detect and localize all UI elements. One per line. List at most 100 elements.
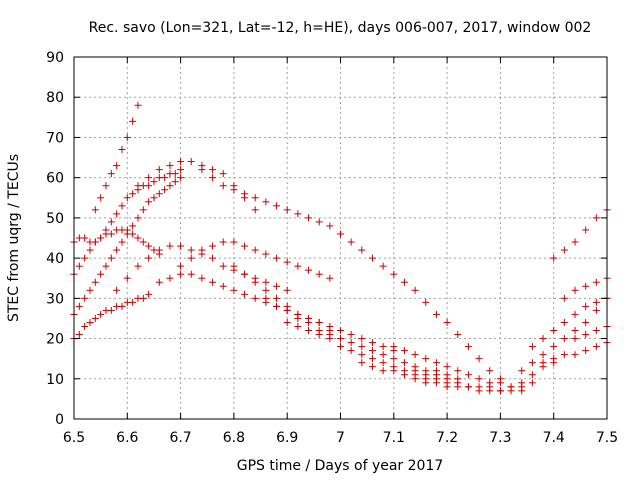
data-point-arc13 [379, 359, 387, 367]
data-point-arc5 [129, 117, 137, 125]
data-point-arc11 [241, 270, 249, 278]
axis-ticks [73, 56, 608, 420]
y-tick-label: 80 [46, 90, 64, 106]
data-point-arc7 [177, 158, 185, 166]
data-point-arc7 [219, 170, 227, 178]
data-point-arc7 [166, 162, 174, 170]
data-point-arc15 [368, 363, 376, 371]
x-tick-label: 7.1 [383, 430, 405, 446]
data-point-arc18 [592, 306, 600, 314]
data-point-arc5 [134, 101, 142, 109]
y-tick-label: 10 [46, 372, 64, 388]
data-point-arc4 [129, 230, 137, 238]
data-point-arc18 [550, 343, 558, 351]
data-point-arc16 [475, 375, 483, 383]
data-point-arc11 [358, 335, 366, 343]
data-point-arc6 [283, 286, 291, 294]
x-tick-label: 6.6 [116, 430, 138, 446]
data-point-arc23 [571, 335, 579, 343]
data-point-arc4 [134, 234, 142, 242]
data-point-arc5 [118, 146, 126, 154]
data-point-arc7 [187, 158, 195, 166]
data-point-arc4 [97, 234, 105, 242]
data-point-arc11 [368, 339, 376, 347]
data-point-arc6 [262, 278, 270, 286]
data-point-arc9 [219, 238, 227, 246]
data-point-arc2 [75, 302, 83, 310]
data-point-arc10 [230, 186, 238, 194]
data-point-arc19 [592, 298, 600, 306]
data-point-arc10 [326, 222, 334, 230]
y-tick-label: 50 [46, 211, 64, 227]
data-point-arc14 [422, 298, 430, 306]
y-axis-label: STEC from uqrg / TECUs [6, 154, 22, 322]
data-point-arc10 [262, 198, 270, 206]
data-point-arc12 [390, 355, 398, 363]
data-point-arc15 [400, 371, 408, 379]
data-point-arc14 [486, 367, 494, 375]
data-point-arc5 [91, 206, 99, 214]
data-point-arc1 [118, 302, 126, 310]
data-point-arc21 [560, 246, 568, 254]
data-point-arc13 [294, 322, 302, 330]
data-point-arc20 [571, 351, 579, 359]
data-point-arc2 [134, 214, 142, 222]
data-points [70, 101, 611, 395]
data-point-arc19 [560, 318, 568, 326]
data-point-arc9 [305, 266, 313, 274]
data-point-arc13 [315, 331, 323, 339]
data-point-arc18 [560, 335, 568, 343]
data-point-arc1 [145, 290, 153, 298]
x-tick-label: 7.5 [596, 430, 618, 446]
data-point-arc14 [432, 310, 440, 318]
data-point-arc6 [123, 274, 131, 282]
data-point-arc2 [97, 270, 105, 278]
x-tick-label: 6.5 [63, 430, 85, 446]
data-point-arc16 [486, 379, 494, 387]
data-point-arc19 [571, 310, 579, 318]
data-point-arc8 [219, 282, 227, 290]
data-point-arc8 [187, 270, 195, 278]
data-point-arc10 [315, 218, 323, 226]
data-point-arc3 [113, 210, 121, 218]
data-point-arc17 [443, 383, 451, 391]
data-point-arc8 [166, 274, 174, 282]
data-point-arc12 [283, 306, 291, 314]
data-point-arc7 [251, 206, 259, 214]
x-tick-label: 7.2 [436, 430, 458, 446]
x-tick-label: 7.3 [489, 430, 511, 446]
x-tick-label: 6.7 [169, 430, 191, 446]
data-point-arc2 [129, 222, 137, 230]
data-point-arc2 [81, 294, 89, 302]
data-point-arc9 [187, 254, 195, 262]
data-point-arc12 [305, 318, 313, 326]
data-point-arc1 [107, 306, 115, 314]
data-point-arc22 [560, 294, 568, 302]
data-point-arc3 [171, 170, 179, 178]
data-point-arc2 [161, 186, 169, 194]
data-point-arc17 [464, 383, 472, 391]
data-point-arc6 [177, 242, 185, 250]
chart-title: Rec. savo (Lon=321, Lat=-12, h=HE), days… [89, 20, 592, 36]
data-point-arc8 [198, 274, 206, 282]
data-point-arc13 [347, 347, 355, 355]
data-point-arc19 [528, 343, 536, 351]
x-tick-label: 6.9 [276, 430, 298, 446]
data-point-arc17 [486, 387, 494, 395]
data-point-arc6 [187, 246, 195, 254]
data-point-arc10 [283, 206, 291, 214]
data-point-arc5 [102, 182, 110, 190]
data-point-arc10 [305, 214, 313, 222]
data-point-arc14 [400, 278, 408, 286]
data-point-arc17 [528, 371, 536, 379]
data-point-arc2 [150, 194, 158, 202]
data-point-arc17 [496, 387, 504, 395]
data-point-arc22 [592, 278, 600, 286]
data-point-arc16 [454, 367, 462, 375]
data-point-arc10 [294, 210, 302, 218]
data-point-arc4 [145, 242, 153, 250]
data-point-arc20 [550, 355, 558, 363]
data-point-arc6 [219, 262, 227, 270]
data-point-arc9 [294, 262, 302, 270]
data-point-arc21 [550, 254, 558, 262]
